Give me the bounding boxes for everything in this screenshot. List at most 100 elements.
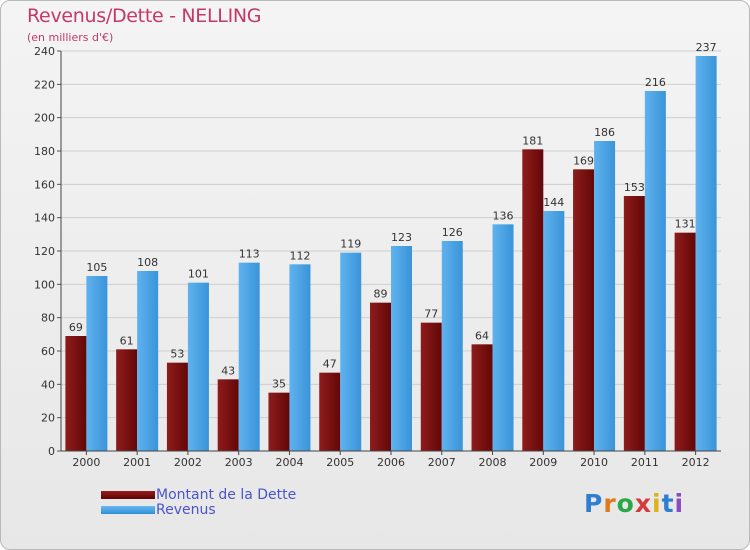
bar-debt (319, 372, 341, 451)
bar-debt (623, 196, 645, 451)
bar-revenue (441, 241, 463, 451)
data-label: 216 (645, 76, 666, 89)
y-tick-label: 140 (34, 212, 55, 225)
data-label: 113 (239, 248, 260, 261)
legend-swatch-revenue (101, 505, 155, 514)
bar-revenue (391, 246, 412, 451)
legend-label-debt: Montant de la Dette (156, 486, 297, 503)
bar-revenue (238, 262, 260, 451)
data-label: 108 (137, 256, 158, 269)
data-label: 35 (272, 378, 286, 391)
bar-revenue (644, 91, 666, 451)
logo-letter: o (616, 489, 635, 518)
chart-legend: Montant de la Dette Revenus (101, 486, 297, 518)
y-tick-label: 200 (34, 112, 55, 125)
logo-letter: P (584, 489, 604, 518)
x-tick-label: 2011 (631, 456, 659, 469)
data-label: 105 (86, 261, 107, 274)
bar-debt (420, 322, 442, 451)
data-label: 237 (696, 41, 717, 54)
bar-revenue (695, 56, 717, 451)
axis-layer: 0 20 40 60 80 100 120 140 160 180 200 220 240 2000 200… (34, 45, 721, 469)
y-tick-label: 240 (34, 45, 55, 58)
x-tick-label: 2010 (580, 456, 608, 469)
data-label: 77 (424, 308, 438, 321)
bar-debt (116, 349, 138, 451)
data-label: 119 (340, 238, 361, 251)
data-label: 61 (120, 334, 134, 347)
x-tick-label: 2001 (123, 456, 151, 469)
label-layer: 69 105 61 108 53 101 43 113 35 112 47 119 89 123 77 126… (69, 41, 717, 391)
y-tick-label: 160 (34, 178, 55, 191)
legend-label-revenue: Revenus (156, 501, 216, 518)
legend-item-revenue: Revenus (101, 501, 296, 518)
bar-debt (471, 344, 493, 451)
data-label: 112 (289, 249, 310, 262)
data-label: 64 (475, 329, 489, 342)
data-label: 53 (170, 348, 184, 361)
y-tick-label: 0 (48, 445, 55, 458)
logo-letter: r (603, 489, 617, 518)
chart-subtitle: (en milliers d'€) (27, 31, 114, 44)
data-label: 47 (323, 358, 337, 371)
logo-letter: x (634, 489, 652, 518)
y-tick-label: 20 (41, 412, 55, 425)
data-label: 144 (543, 196, 564, 209)
x-tick-label: 2000 (72, 456, 100, 469)
data-label: 153 (624, 181, 645, 194)
bar-revenue (594, 141, 616, 451)
chart-title: Revenus/Dette - NELLING (27, 5, 262, 27)
x-tick-label: 2007 (428, 456, 456, 469)
x-tick-label: 2004 (275, 456, 303, 469)
data-label: 131 (675, 218, 696, 231)
data-label: 43 (221, 364, 235, 377)
data-label: 123 (391, 231, 412, 244)
data-label: 136 (493, 209, 514, 222)
bar-debt (217, 379, 239, 451)
y-tick-label: 120 (34, 245, 55, 258)
data-label: 126 (442, 226, 463, 239)
proxiti-logo: Proxiti (584, 489, 684, 518)
x-tick-label: 2008 (479, 456, 507, 469)
y-tick-label: 180 (34, 145, 55, 158)
logo-letter: i (652, 489, 662, 518)
x-tick-label: 2012 (682, 456, 710, 469)
y-tick-label: 60 (41, 345, 55, 358)
bar-revenue (492, 224, 514, 451)
y-tick-label: 80 (41, 312, 55, 325)
y-tick-label: 220 (34, 78, 55, 91)
y-tick-label: 100 (34, 278, 55, 291)
logo-letter: t (661, 489, 675, 518)
bar-revenue (543, 211, 565, 451)
bar-debt (370, 302, 391, 451)
data-label: 69 (69, 321, 83, 334)
x-tick-label: 2002 (174, 456, 202, 469)
data-label: 101 (188, 268, 209, 281)
data-label: 186 (594, 126, 615, 139)
x-tick-label: 2006 (377, 456, 405, 469)
data-label: 169 (573, 154, 594, 167)
bar-revenue (187, 282, 209, 451)
bar-revenue (137, 271, 159, 451)
bar-debt (522, 149, 544, 452)
x-tick-label: 2005 (326, 456, 354, 469)
bar-layer (65, 56, 717, 452)
logo-letter: i (674, 489, 685, 518)
x-tick-label: 2009 (529, 456, 557, 469)
bar-debt (573, 169, 595, 452)
bar-debt (674, 232, 696, 451)
y-tick-label: 40 (41, 378, 55, 391)
data-label: 181 (522, 134, 543, 147)
legend-item-debt: Montant de la Dette (101, 486, 297, 503)
bar-revenue (340, 252, 362, 451)
bar-debt (268, 392, 290, 451)
data-label: 89 (374, 288, 388, 301)
legend-swatch-debt (101, 490, 155, 499)
bar-revenue (289, 264, 311, 451)
x-tick-label: 2003 (225, 456, 253, 469)
bar-debt (166, 362, 188, 451)
bar-debt (65, 336, 87, 451)
bar-revenue (86, 276, 108, 451)
